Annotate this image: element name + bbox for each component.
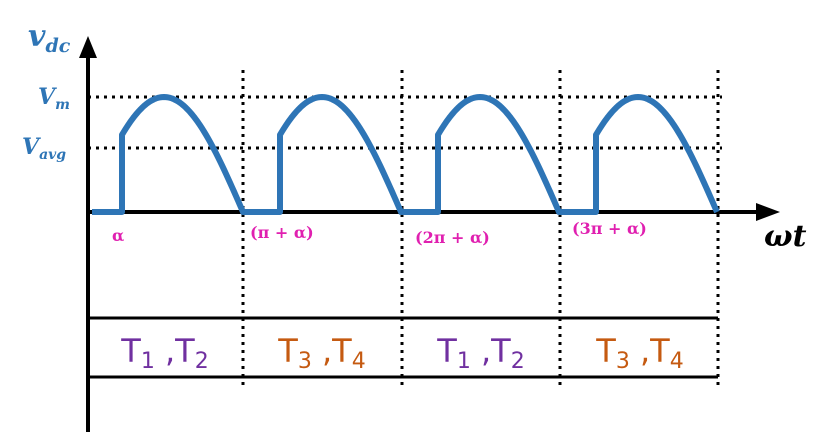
thyristor-pair: T1 ,T2 — [436, 332, 524, 374]
guides — [88, 70, 722, 385]
level-letter: V — [22, 134, 41, 160]
thyristor-sub: 1 — [457, 349, 471, 374]
thyristor-letter: T — [595, 332, 616, 370]
thyristor-sub: 3 — [298, 349, 312, 374]
x-axis-label: ωt — [764, 219, 807, 254]
thyristor-pair: T1 ,T2 — [120, 332, 208, 374]
separator: , — [312, 332, 332, 370]
thyristor-sub: 2 — [511, 349, 525, 374]
conduction-row: T1 ,T2 T3 ,T4 T1 ,T2 T3 ,T4 — [120, 332, 683, 374]
thyristor-sub: 2 — [195, 349, 209, 374]
separator: , — [471, 332, 491, 370]
thyristor-sub: 4 — [670, 349, 684, 374]
thyristor-sub: 1 — [141, 349, 155, 374]
level-letter: V — [38, 84, 57, 110]
thyristor-letter: T — [174, 332, 195, 370]
level-label: Vm — [38, 84, 70, 113]
angle-label: (π + α) — [250, 223, 314, 242]
thyristor-pair: T3 ,T4 — [277, 332, 365, 374]
thyristor-letter: T — [120, 332, 141, 370]
thyristor-letter: T — [649, 332, 670, 370]
thyristor-pair: T3 ,T4 — [595, 332, 683, 374]
thyristor-sub: 4 — [352, 349, 366, 374]
angle-label: α — [112, 226, 124, 245]
waveform — [92, 94, 720, 215]
separator: , — [155, 332, 175, 370]
angle-label: (2π + α) — [415, 228, 490, 247]
y-axis-label: vdc — [28, 19, 71, 57]
thyristor-sub: 3 — [616, 349, 630, 374]
thyristor-letter: T — [490, 332, 511, 370]
thyristor-letter: T — [436, 332, 457, 370]
angle-label: (3π + α) — [572, 219, 647, 238]
level-label: Vavg — [22, 134, 66, 163]
separator: , — [630, 332, 650, 370]
y-letter: v — [28, 19, 46, 54]
thyristor-letter: T — [331, 332, 352, 370]
level-sub: avg — [39, 147, 66, 163]
y-sub: dc — [45, 35, 70, 57]
level-sub: m — [55, 97, 70, 113]
thyristor-letter: T — [277, 332, 298, 370]
